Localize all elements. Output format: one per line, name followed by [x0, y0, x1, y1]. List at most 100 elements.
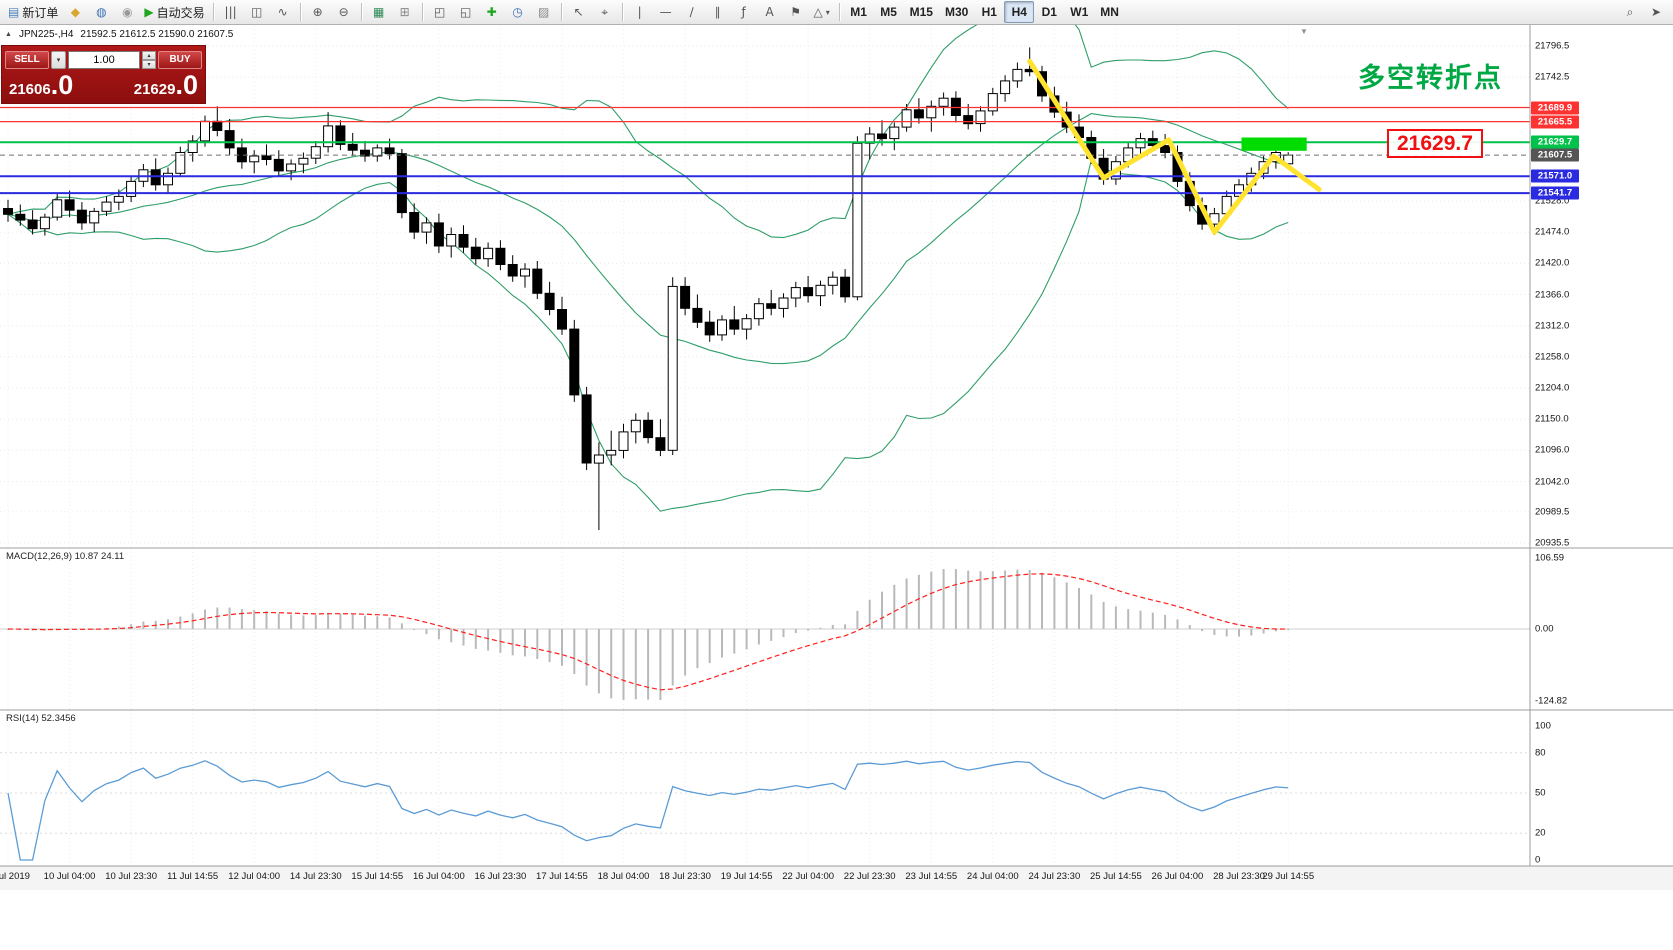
data-window-button[interactable]: ◍: [88, 1, 114, 23]
text-icon: A: [765, 5, 774, 19]
ohlc-values: 21592.5 21612.5 21590.0 21607.5: [80, 29, 234, 40]
sell-button[interactable]: SELL: [5, 50, 49, 69]
crosshair-icon: ⌖: [601, 5, 608, 19]
buy-price-main: 21629: [133, 81, 176, 98]
timeframe-h4-button[interactable]: H4: [1004, 1, 1035, 23]
bar-chart-icon: |||: [224, 5, 237, 19]
rsi-line: [7, 760, 1289, 861]
chart-shift-button[interactable]: ⊞: [392, 1, 418, 23]
candlestick-chart-button[interactable]: ◫: [244, 1, 270, 23]
toolbar-separator: [421, 3, 423, 21]
label-icon: ⚑: [790, 5, 801, 19]
vertical-line-button[interactable]: |: [627, 1, 653, 23]
toolbar-separator: [299, 3, 301, 21]
fibonacci-icon: ƒ: [741, 5, 746, 19]
sound-icon: ◉: [122, 5, 133, 19]
tile-windows-button[interactable]: ◰: [427, 1, 453, 23]
timeframe-w1-button[interactable]: W1: [1064, 1, 1094, 23]
pointer-tool-button[interactable]: ➤: [1643, 1, 1669, 23]
macd-signal-line: [7, 573, 1289, 691]
auto-trading-label: 自动交易: [156, 5, 205, 20]
auto-trading-button[interactable]: ▶ 自动交易: [140, 1, 208, 23]
periods-icon: ◷: [512, 5, 523, 19]
toolbar-separator: [212, 3, 214, 21]
candlestick-chart-icon: ◫: [250, 5, 263, 19]
horizontal-line-icon: —: [659, 5, 672, 19]
profiles-icon: ◆: [70, 5, 80, 19]
text-button[interactable]: A: [757, 1, 783, 23]
templates-icon: ▨: [537, 5, 550, 19]
macd-histogram: [7, 569, 1290, 700]
indicators-icon: ✚: [486, 5, 497, 19]
sell-price[interactable]: 21606 .0: [9, 71, 73, 99]
label-button[interactable]: ⚑: [783, 1, 809, 23]
cursor-button[interactable]: ↖: [566, 1, 592, 23]
new-order-button[interactable]: ▤ 新订单: [4, 1, 62, 23]
dropdown-caret-icon: ▾: [825, 7, 830, 17]
new-order-icon: ▤: [8, 5, 20, 19]
auto-trading-icon: ▶: [144, 5, 154, 19]
time-axis-strip: [0, 866, 1673, 890]
main-toolbar: ▤ 新订单 ◆ ◍ ◉ ▶ 自动交易 ||| ◫ ∿ ⊕ ⊖ ▦ ⊞ ◰ ◱ ✚ ◷ ▨ ↖ ⌖ | — ∕ ∥ ƒ A ⚑ △ ▾ M1 M…: [0, 0, 1673, 25]
stepper-down-icon[interactable]: ▾: [142, 59, 156, 69]
timeframe-m15-button[interactable]: M15: [904, 1, 939, 23]
trendline-button[interactable]: ∕: [679, 1, 705, 23]
buy-button[interactable]: BUY: [158, 50, 202, 69]
templates-button[interactable]: ▨: [531, 1, 557, 23]
timeframe-h4-label: H4: [1011, 5, 1027, 19]
crosshair-button[interactable]: ⌖: [592, 1, 618, 23]
channel-button[interactable]: ∥: [705, 1, 731, 23]
indicators-button[interactable]: ✚: [479, 1, 505, 23]
volume-stepper[interactable]: ▴ ▾: [142, 50, 156, 69]
timeframe-h1-button[interactable]: H1: [974, 1, 1004, 23]
zigzag-annotation: [1027, 58, 1322, 235]
buy-price[interactable]: 21629 .0: [134, 71, 198, 99]
timeframe-w1-label: W1: [1070, 5, 1089, 19]
volume-input[interactable]: [68, 50, 140, 69]
toolbar-separator: [838, 3, 840, 21]
candlestick-series: [3, 47, 1294, 530]
sell-price-frac: .0: [50, 70, 74, 100]
timeframe-d1-button[interactable]: D1: [1034, 1, 1064, 23]
timeframe-m5-label: M5: [880, 5, 897, 19]
stepper-up-icon[interactable]: ▴: [142, 50, 156, 60]
profiles-button[interactable]: ◆: [62, 1, 88, 23]
timeframe-m30-button[interactable]: M30: [939, 1, 974, 23]
zoom-out-icon: ⊖: [338, 5, 349, 19]
zoom-in-icon: ⊕: [312, 5, 323, 19]
toolbar-separator: [360, 3, 362, 21]
zoom-out-button[interactable]: ⊖: [331, 1, 357, 23]
shapes-button[interactable]: △ ▾: [809, 1, 835, 23]
chart-ohlc-title: ▲ JPN225-,H4 21592.5 21612.5 21590.0 216…: [5, 29, 233, 40]
rsi-indicator-label: RSI(14) 52.3456: [6, 713, 76, 724]
macd-indicator-label: MACD(12,26,9) 10.87 24.11: [6, 551, 125, 562]
cascade-windows-button[interactable]: ◱: [453, 1, 479, 23]
channel-icon: ∥: [714, 5, 721, 19]
timeframe-m1-button[interactable]: M1: [844, 1, 874, 23]
periods-button[interactable]: ◷: [505, 1, 531, 23]
zoom-in-button[interactable]: ⊕: [305, 1, 331, 23]
line-chart-button[interactable]: ∿: [270, 1, 296, 23]
level-lines: [0, 106, 1530, 195]
trade-panel-controls: SELL ▾ ▴ ▾ BUY: [2, 46, 205, 71]
sound-button[interactable]: ◉: [114, 1, 140, 23]
cursor-icon: ↖: [573, 5, 584, 19]
horizontal-line-button[interactable]: —: [653, 1, 679, 23]
toolbar-separator: [560, 3, 562, 21]
order-type-dropdown[interactable]: ▾: [51, 50, 66, 69]
search-icon: ⌕: [1626, 5, 1634, 19]
line-chart-icon: ∿: [277, 5, 288, 19]
chart-shift-icon: ⊞: [399, 5, 410, 19]
auto-scroll-button[interactable]: ▦: [366, 1, 392, 23]
fibonacci-button[interactable]: ƒ: [731, 1, 757, 23]
scroll-to-end-marker[interactable]: ▼: [1300, 27, 1308, 36]
timeframe-m5-button[interactable]: M5: [874, 1, 904, 23]
one-click-collapse-icon[interactable]: ▲: [5, 31, 12, 38]
vertical-line-icon: |: [637, 5, 642, 19]
search-button[interactable]: ⌕: [1617, 1, 1643, 23]
timeframe-mn-button[interactable]: MN: [1094, 1, 1125, 23]
trendline-icon: ∕: [689, 5, 694, 19]
bar-chart-button[interactable]: |||: [218, 1, 244, 23]
